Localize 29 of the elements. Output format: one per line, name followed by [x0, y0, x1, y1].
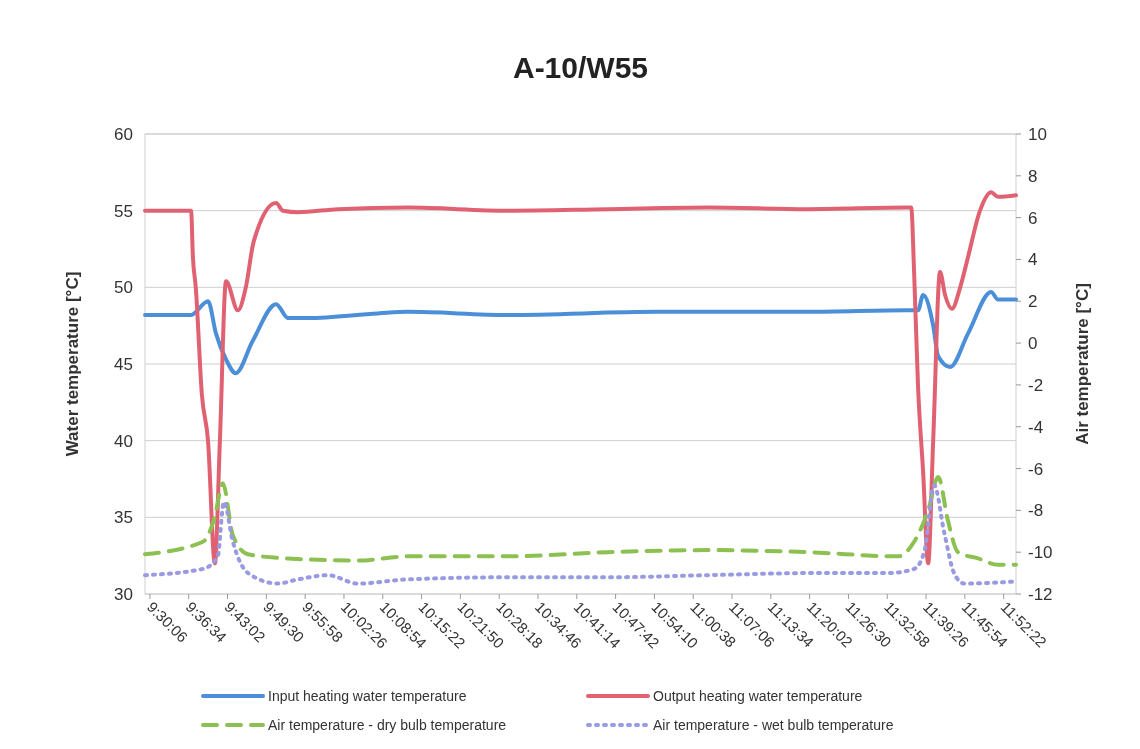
y2-tick-label: -6	[1028, 459, 1044, 479]
y2-tick-label: -4	[1028, 417, 1044, 437]
y2-tick-label: 8	[1028, 166, 1038, 186]
y2-tick-label: 0	[1028, 334, 1038, 354]
y2-tick-label: -2	[1028, 375, 1044, 395]
line-series	[143, 190, 1018, 566]
y-tick-label: 55	[114, 201, 133, 221]
y2-axis-title: Air temperature [°C]	[1073, 283, 1092, 445]
y-tick-label: 30	[114, 585, 133, 604]
legend-label: Air temperature - wet bulb temperature	[653, 717, 894, 733]
line-series	[143, 289, 1018, 376]
chart-title: A-10/W55	[512, 51, 649, 84]
y2-tick-label: -12	[1028, 585, 1053, 604]
y2-tick-label: 10	[1028, 125, 1047, 144]
legend-label: Output heating water temperature	[653, 688, 863, 704]
y-tick-label: 45	[114, 355, 133, 374]
y-tick-label: 40	[114, 431, 133, 451]
y2-tick-label: 4	[1028, 250, 1038, 270]
y-tick-label: 50	[114, 278, 133, 298]
y2-tick-label: -10	[1028, 543, 1053, 563]
y2-tick-label: -8	[1028, 501, 1044, 521]
legend-label: Air temperature - dry bulb temperature	[268, 717, 507, 733]
y-axis-title: Water temperature [°C]	[63, 271, 82, 457]
y2-tick-label: 6	[1028, 208, 1038, 228]
y2-tick-label: 2	[1028, 292, 1038, 312]
line-series	[143, 474, 1018, 567]
y-tick-label: 35	[114, 508, 133, 528]
y-tick-label: 60	[114, 125, 133, 144]
legend-label: Input heating water temperature	[268, 688, 467, 704]
